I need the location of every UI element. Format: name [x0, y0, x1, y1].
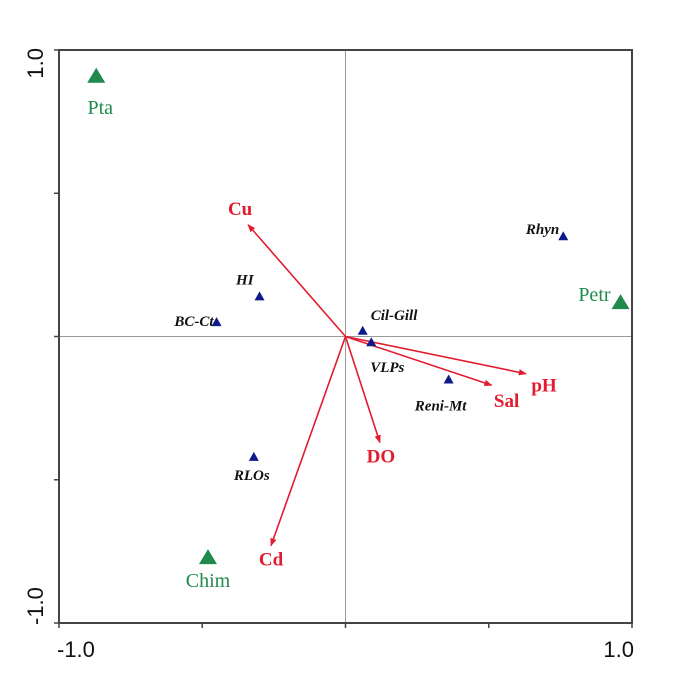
y-tick-label-min: -1.0 [23, 587, 48, 625]
species-label: BC-Ct [173, 314, 214, 330]
env-arrow-cd: Cd [259, 336, 347, 571]
y-tick-label-max: 1.0 [23, 48, 48, 79]
env-label: Cu [228, 199, 253, 220]
species-label: Cil-Gill [371, 308, 419, 324]
arrow-icon [345, 335, 527, 376]
env-label: Cd [259, 550, 284, 571]
triangle-marker-icon [357, 325, 368, 335]
triangle-marker-icon [254, 291, 265, 301]
species-point-bc-ct: BC-Ct [173, 314, 222, 330]
env-label: pH [531, 376, 557, 397]
triangle-marker-icon [611, 294, 630, 310]
species-point-reni-mt: Reni-Mt [414, 374, 468, 414]
species-label: RLOs [233, 468, 270, 484]
x-tick-label-max: 1.0 [603, 637, 634, 662]
species-label: HI [235, 272, 255, 288]
site-label: Pta [87, 97, 113, 119]
axis-ticks [54, 49, 633, 628]
env-arrow-ph: pH [345, 335, 557, 397]
species-points: Rhyn HI BC-Ct Cil-Gill VLPs Reni-Mt RLOs [173, 222, 569, 484]
arrow-icon [247, 224, 347, 338]
site-point-chim: Chim [186, 549, 231, 592]
species-point-rlos: RLOs [233, 451, 270, 484]
species-point-vlps: VLPs [366, 337, 405, 376]
species-label: Reni-Mt [414, 398, 468, 414]
triangle-marker-icon [366, 337, 377, 347]
env-label: Sal [494, 391, 519, 412]
arrow-icon [270, 336, 347, 547]
arrow-icon [345, 335, 493, 386]
species-label: Rhyn [525, 222, 559, 238]
x-tick-label-min: -1.0 [57, 637, 95, 662]
species-point-rhyn: Rhyn [525, 222, 569, 241]
triangle-marker-icon [211, 317, 222, 327]
site-label: Chim [186, 570, 231, 592]
triangle-marker-icon [558, 231, 569, 241]
env-arrow-do: DO [344, 336, 396, 468]
triangle-marker-icon [87, 67, 106, 83]
species-point-cil-gill: Cil-Gill [357, 308, 419, 335]
triangle-marker-icon [443, 374, 454, 384]
triangle-marker-icon [198, 549, 217, 565]
env-label: DO [367, 447, 396, 468]
site-label: Petr [578, 284, 611, 306]
triangle-marker-icon [248, 451, 259, 461]
site-point-petr: Petr [578, 284, 630, 310]
site-point-pta: Pta [87, 67, 113, 119]
species-label: VLPs [370, 360, 404, 376]
site-points: Pta Petr Chim [87, 67, 630, 592]
axis-tick-labels: -1.0 1.0 1.0 -1.0 [23, 48, 634, 662]
arrow-icon [344, 336, 381, 444]
env-arrow-cu: Cu [228, 199, 347, 338]
species-point-hi: HI [235, 272, 265, 301]
